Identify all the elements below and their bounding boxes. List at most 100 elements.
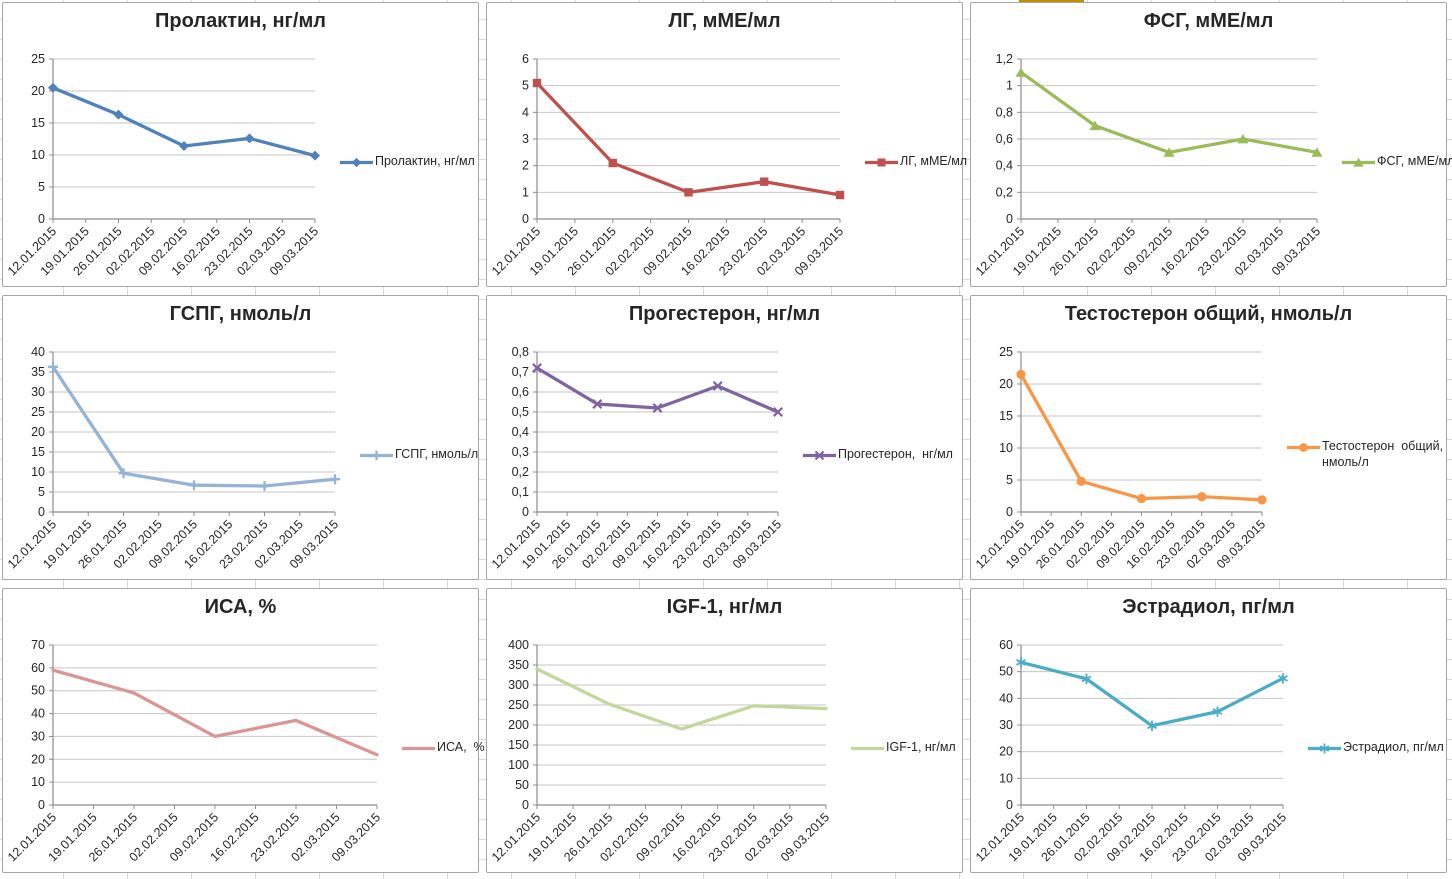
legend-label: IGF-1, нг/мл	[886, 740, 956, 754]
svg-text:0,2: 0,2	[512, 465, 529, 479]
svg-text:0,3: 0,3	[512, 445, 529, 459]
chart-title: ФСГ, мМЕ/мл	[1143, 10, 1274, 32]
svg-text:60: 60	[999, 638, 1013, 652]
svg-text:0: 0	[522, 212, 529, 226]
svg-text:50: 50	[31, 684, 45, 698]
legend[interactable]: Тестостерон общий, нмоль/л	[1286, 438, 1443, 470]
svg-text:0: 0	[38, 212, 45, 226]
chart-title: Эстрадиол, пг/мл	[1122, 596, 1295, 618]
legend-marker-icon	[340, 157, 373, 168]
chart-igf1[interactable]: IGF-1, нг/мл 0 50 100 150 200 250 300 350 400 12.0…	[486, 588, 963, 873]
worksheet-cell-highlight	[1019, 0, 1084, 3]
svg-text:0: 0	[38, 505, 45, 519]
svg-text:30: 30	[31, 385, 45, 399]
svg-text:0,2: 0,2	[996, 185, 1013, 199]
legend-label: ГСПГ, нмоль/л	[395, 447, 479, 461]
svg-text:3: 3	[522, 132, 529, 146]
legend[interactable]: IGF-1, нг/мл	[850, 739, 956, 755]
svg-text:40: 40	[31, 707, 45, 721]
svg-text:0,8: 0,8	[996, 105, 1013, 119]
legend[interactable]: ЛГ, мМЕ/мл	[864, 153, 967, 169]
svg-text:25: 25	[999, 345, 1013, 359]
svg-text:20: 20	[31, 84, 45, 98]
legend-marker-icon	[1342, 157, 1375, 167]
legend-label: ИСА, %	[437, 740, 485, 754]
svg-text:0,7: 0,7	[512, 365, 529, 379]
plot-area: 051015202512.01.201519.01.201526.01.2015…	[973, 345, 1268, 571]
legend[interactable]: Пролактин, нг/мл	[339, 153, 475, 169]
svg-text:15: 15	[31, 445, 45, 459]
svg-text:5: 5	[38, 180, 45, 194]
plot-area: 051015202512.01.201519.01.201526.01.2015…	[5, 52, 321, 278]
legend-marker-icon	[1308, 743, 1341, 754]
svg-text:0: 0	[522, 505, 529, 519]
svg-text:0,4: 0,4	[996, 159, 1013, 173]
svg-text:10: 10	[31, 465, 45, 479]
legend[interactable]: Эстрадиол, пг/мл	[1307, 739, 1444, 755]
svg-text:6: 6	[522, 52, 529, 66]
svg-text:0: 0	[38, 798, 45, 812]
legend-label: Прогестерон, нг/мл	[838, 447, 953, 461]
svg-text:0,1: 0,1	[512, 485, 529, 499]
svg-text:0: 0	[1006, 505, 1013, 519]
legend[interactable]: ФСГ, мМЕ/мл	[1341, 153, 1452, 169]
plot-area: 00,10,20,30,40,50,60,70,812.01.201519.01…	[489, 345, 784, 571]
legend-label: Пролактин, нг/мл	[375, 154, 475, 168]
chart-fsh[interactable]: ФСГ, мМЕ/мл 0 0,2 0,4 0,6 0,8 1 1,2 12.01.2015 19…	[970, 2, 1452, 287]
svg-text:50: 50	[515, 778, 529, 792]
chart-fai[interactable]: ИСА, % 0 10 20 30 40 50 60 70 12.01.2015 19.01.201…	[2, 588, 485, 873]
svg-text:1: 1	[522, 185, 529, 199]
legend[interactable]: ГСПГ, нмоль/л	[359, 446, 478, 462]
svg-text:1,2: 1,2	[996, 52, 1013, 66]
legend-marker-icon	[865, 158, 898, 167]
legend-marker-icon	[851, 746, 884, 751]
svg-text:35: 35	[31, 365, 45, 379]
svg-text:0: 0	[522, 798, 529, 812]
chart-lh[interactable]: ЛГ, мМЕ/мл 0 1 2 3 4 5 6 12.01.2015 19.01.2015 26.…	[486, 2, 967, 287]
svg-text:250: 250	[508, 698, 529, 712]
plot-area: 00,20,40,60,811,212.01.201519.01.201526.…	[973, 52, 1323, 278]
svg-text:0,8: 0,8	[512, 345, 529, 359]
chart-title: ИСА, %	[204, 596, 277, 618]
chart-title: ГСПГ, нмоль/л	[169, 303, 312, 325]
svg-text:20: 20	[999, 745, 1013, 759]
svg-text:15: 15	[999, 409, 1013, 423]
plot-area: 051015202530354012.01.201519.01.201526.0…	[5, 345, 341, 571]
chart-testosterone[interactable]: Тестостерон общий, нмоль/л 0 5 10 15 20 25 12.0…	[970, 295, 1447, 580]
chart-shbg[interactable]: ГСПГ, нмоль/л 0 5 10 15 20 25 30 35 40 12.01.2015 1…	[2, 295, 479, 580]
svg-text:70: 70	[31, 638, 45, 652]
svg-text:10: 10	[31, 775, 45, 789]
plot-area: 05010015020025030035040012.01.201519.01.…	[489, 638, 832, 864]
svg-text:30: 30	[999, 718, 1013, 732]
svg-text:20: 20	[31, 752, 45, 766]
svg-text:15: 15	[31, 116, 45, 130]
svg-text:40: 40	[999, 691, 1013, 705]
svg-text:10: 10	[999, 771, 1013, 785]
svg-text:0: 0	[1006, 212, 1013, 226]
legend[interactable]: ИСА, %	[401, 739, 485, 755]
svg-text:2: 2	[522, 159, 529, 173]
chart-title: Пролактин, нг/мл	[155, 10, 326, 32]
legend-label: ФСГ, мМЕ/мл	[1377, 154, 1452, 168]
svg-text:10: 10	[999, 441, 1013, 455]
legend-marker-icon	[402, 746, 435, 751]
legend-label: Тестостерон общий, нмоль/л	[1322, 439, 1444, 469]
svg-text:200: 200	[508, 718, 529, 732]
chart-estradiol[interactable]: Эстрадиол, пг/мл 0 10 20 30 40 50 60 12.01.2015 1…	[970, 588, 1447, 873]
legend-marker-icon	[803, 450, 836, 461]
svg-text:25: 25	[31, 52, 45, 66]
svg-text:10: 10	[31, 148, 45, 162]
chart-prolactin[interactable]: Пролактин, нг/мл 0 5 10 15 20 25 12.01.2015 19.0…	[2, 2, 479, 287]
chart-title: IGF-1, нг/мл	[666, 596, 783, 618]
chart-progesterone[interactable]: Прогестерон, нг/мл 0 0,1 0,2 0,3 0,4 0,5 0,6 0,7…	[486, 295, 963, 580]
svg-text:300: 300	[508, 678, 529, 692]
svg-text:0: 0	[1006, 798, 1013, 812]
svg-text:1: 1	[1006, 79, 1013, 93]
legend-marker-icon	[1287, 443, 1320, 452]
svg-text:5: 5	[522, 79, 529, 93]
svg-text:0,6: 0,6	[996, 132, 1013, 146]
svg-text:350: 350	[508, 658, 529, 672]
svg-text:0,6: 0,6	[512, 385, 529, 399]
svg-text:400: 400	[508, 638, 529, 652]
legend[interactable]: Прогестерон, нг/мл	[802, 446, 953, 462]
